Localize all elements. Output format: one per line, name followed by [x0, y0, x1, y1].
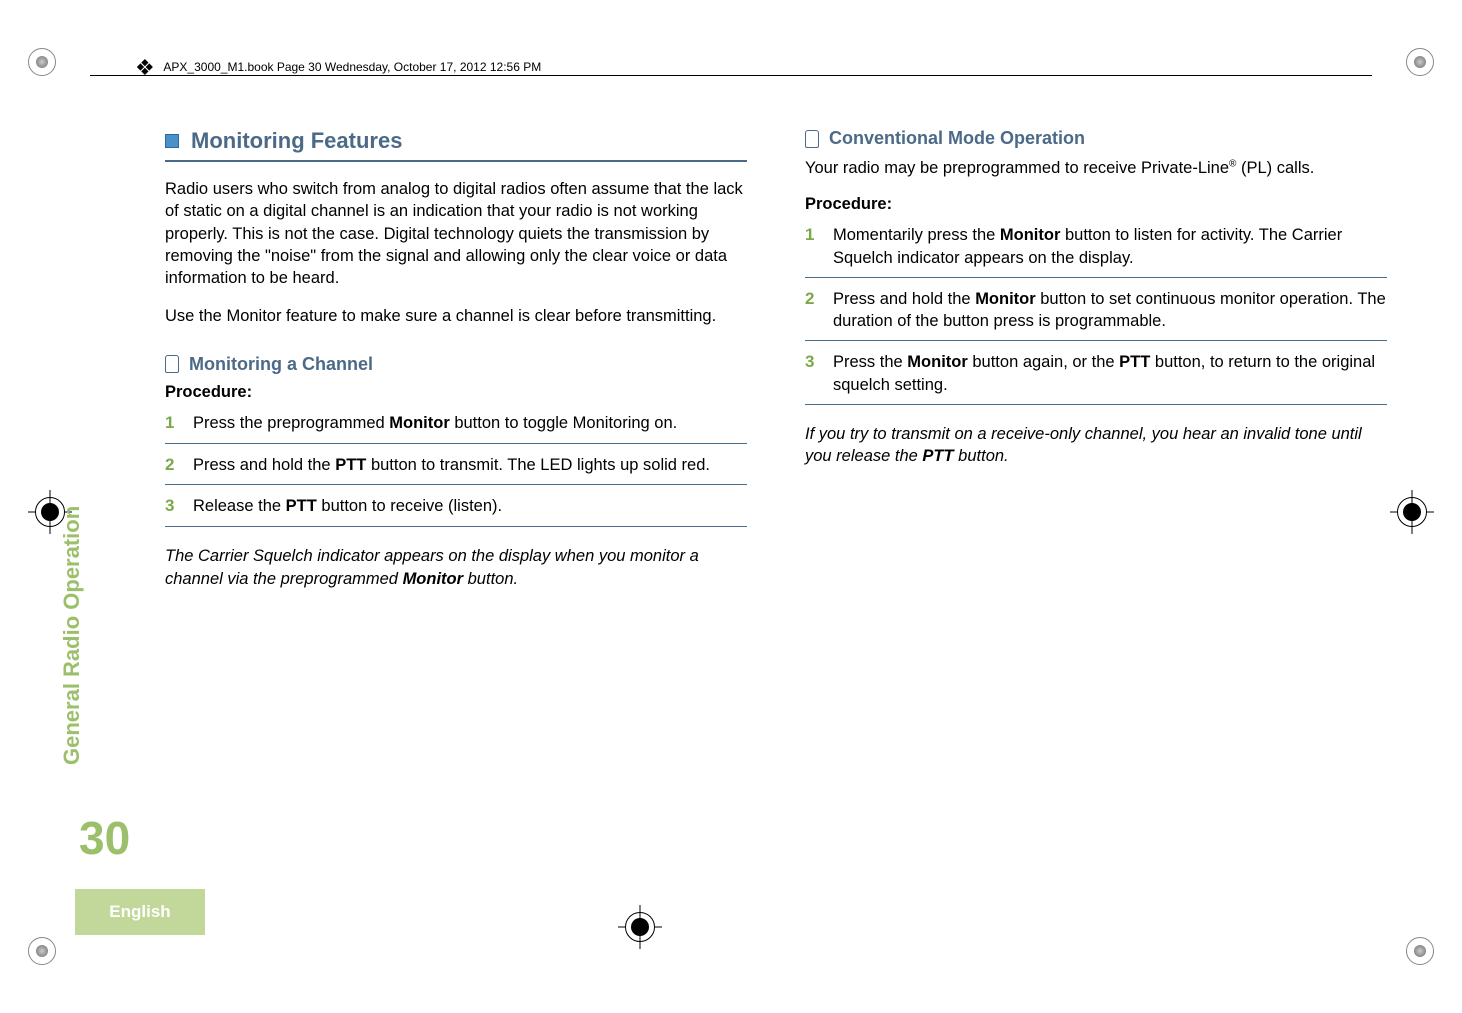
step-number: 3 [165, 495, 179, 518]
step-number: 2 [805, 288, 819, 333]
step-divider [165, 484, 747, 485]
section-underline [165, 160, 747, 162]
procedure-step: 1 Momentarily press the Monitor button t… [805, 224, 1387, 277]
procedure-step: 2 Press and hold the Monitor button to s… [805, 288, 1387, 341]
procedure-label: Procedure: [805, 195, 1387, 214]
content-columns: Monitoring Features Radio users who swit… [165, 128, 1387, 965]
right-column: Conventional Mode Operation Your radio m… [805, 128, 1387, 965]
procedure-step: 3 Press the Monitor button again, or the… [805, 351, 1387, 404]
step-divider [805, 277, 1387, 278]
paragraph: Use the Monitor feature to make sure a c… [165, 305, 747, 327]
sub-title: Conventional Mode Operation [829, 128, 1085, 149]
step-text: Momentarily press the Monitor button to … [833, 224, 1387, 269]
step-text: Press the preprogrammed Monitor button t… [193, 412, 677, 435]
crosshair-mark [1390, 490, 1434, 534]
page-body: General Radio Operation 30 English Monit… [75, 128, 1387, 965]
sidebar: General Radio Operation 30 English [75, 128, 125, 965]
paragraph: Radio users who switch from analog to di… [165, 178, 747, 289]
section-breadcrumb: General Radio Operation [59, 506, 85, 765]
step-text: Press the Monitor button again, or the P… [833, 351, 1387, 396]
section-heading: Monitoring Features [165, 128, 747, 154]
procedure-step: 2 Press and hold the PTT button to trans… [165, 454, 747, 485]
page-number: 30 [79, 811, 130, 865]
sub-heading: Conventional Mode Operation [805, 128, 1387, 149]
square-bullet-icon [165, 134, 179, 148]
step-divider [805, 404, 1387, 405]
procedure-label: Procedure: [165, 383, 747, 402]
step-number: 3 [805, 351, 819, 396]
registration-mark [1406, 937, 1434, 965]
step-number: 1 [165, 412, 179, 435]
left-column: Monitoring Features Radio users who swit… [165, 128, 747, 965]
step-divider [805, 340, 1387, 341]
step-number: 2 [165, 454, 179, 477]
sub-heading: Monitoring a Channel [165, 354, 747, 375]
manual-page-icon [805, 130, 819, 148]
sub-title: Monitoring a Channel [189, 354, 373, 375]
paragraph: Your radio may be preprogrammed to recei… [805, 157, 1387, 179]
procedure-step: 3 Release the PTT button to receive (lis… [165, 495, 747, 526]
step-text: Release the PTT button to receive (liste… [193, 495, 502, 518]
step-text: Press and hold the PTT button to transmi… [193, 454, 710, 477]
registration-mark [1406, 48, 1434, 76]
section-title: Monitoring Features [191, 128, 402, 154]
step-divider [165, 443, 747, 444]
header-rule [90, 75, 1372, 76]
italic-note: If you try to transmit on a receive-only… [805, 423, 1387, 468]
italic-note: The Carrier Squelch indicator appears on… [165, 545, 747, 590]
step-number: 1 [805, 224, 819, 269]
step-text: Press and hold the Monitor button to set… [833, 288, 1387, 333]
procedure-step: 1 Press the preprogrammed Monitor button… [165, 412, 747, 443]
language-badge: English [75, 889, 205, 935]
manual-page-icon [165, 355, 179, 373]
registration-mark [28, 937, 56, 965]
registration-mark [28, 48, 56, 76]
book-metadata: ❖ APX_3000_M1.book Page 30 Wednesday, Oc… [135, 55, 541, 81]
step-divider [165, 526, 747, 527]
